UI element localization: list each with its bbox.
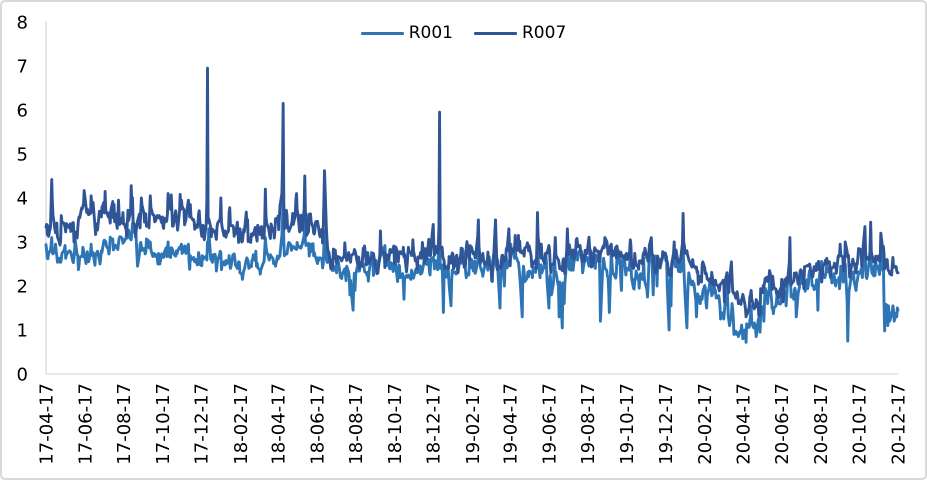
x-tick-label: 18-04-17 [269, 383, 290, 465]
y-tick-label: 1 [17, 320, 28, 341]
x-tick-label: 19-08-17 [578, 383, 599, 465]
legend-label-r007: R007 [522, 23, 567, 43]
x-tick-label: 19-10-17 [617, 383, 638, 465]
y-tick-label: 8 [17, 12, 28, 33]
y-tick-label: 3 [17, 232, 28, 253]
y-tick-label: 4 [17, 188, 28, 209]
x-tick-label: 20-02-17 [695, 383, 716, 465]
x-tick-label: 18-06-17 [307, 383, 328, 465]
legend-item-r001[interactable]: R001 [360, 23, 453, 43]
y-tick-label: 5 [17, 144, 28, 165]
x-tick-label: 20-08-17 [811, 383, 832, 465]
x-tick-label: 17-06-17 [75, 383, 96, 465]
y-tick-label: 2 [17, 276, 28, 297]
series-line-r001 [44, 192, 900, 344]
x-tick-label: 19-06-17 [539, 383, 560, 465]
legend: R001 R007 [2, 23, 925, 43]
x-tick-label: 18-10-17 [385, 383, 406, 465]
x-tick-label: 17-08-17 [114, 383, 135, 465]
legend-item-r007[interactable]: R007 [474, 23, 566, 43]
x-tick-label: 18-02-17 [231, 383, 252, 465]
series-line-r007 [44, 66, 900, 319]
y-tick-label: 7 [17, 56, 28, 77]
x-tick-label: 20-12-17 [889, 383, 910, 465]
x-tick-label: 20-06-17 [772, 383, 793, 465]
x-tick-label: 18-12-17 [424, 383, 445, 465]
x-tick-label: 17-04-17 [37, 383, 58, 465]
y-tick-label: 0 [17, 364, 28, 385]
legend-line-swatch-r001 [360, 31, 404, 35]
y-tick-label: 6 [17, 100, 28, 121]
legend-label-r001: R001 [408, 23, 453, 43]
x-tick-label: 17-10-17 [153, 383, 174, 465]
x-tick-label: 19-04-17 [501, 383, 522, 465]
legend-line-swatch-r007 [474, 31, 517, 35]
x-tick-label: 19-02-17 [463, 383, 484, 465]
x-tick-label: 19-12-17 [656, 383, 677, 465]
x-tick-label: 20-04-17 [733, 383, 754, 465]
x-tick-label: 20-10-17 [850, 383, 871, 465]
x-tick-label: 17-12-17 [192, 383, 213, 465]
x-tick-label: 18-08-17 [346, 383, 367, 465]
